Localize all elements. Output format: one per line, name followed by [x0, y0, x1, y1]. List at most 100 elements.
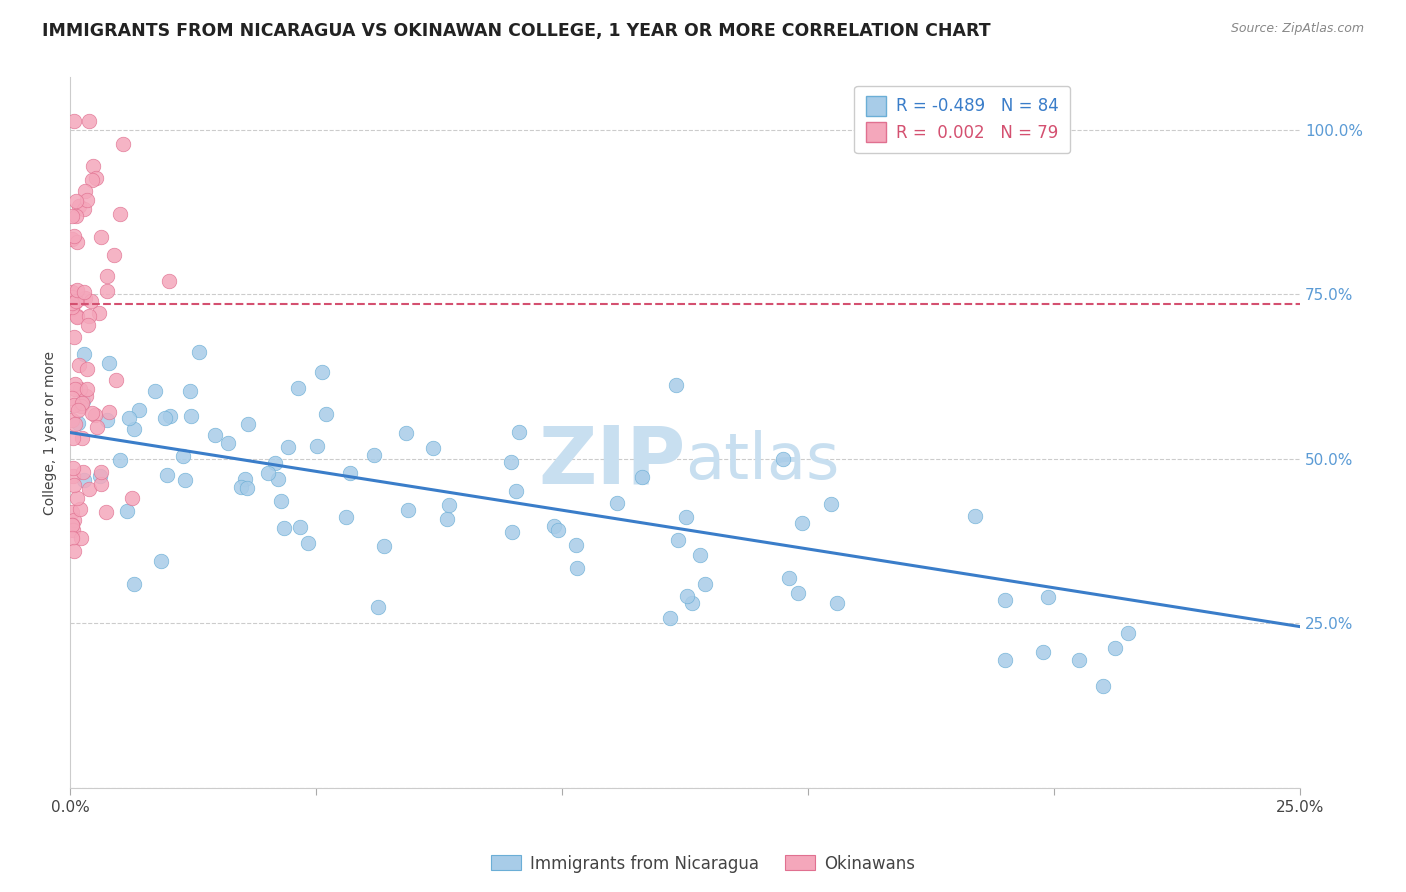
Point [90, 229, 112, 244]
Point [305, 439, 328, 453]
Point [60, 290, 83, 304]
Point [82, 406, 104, 420]
Point [273, 521, 295, 535]
Point [257, 467, 280, 481]
Point [108, 207, 131, 221]
Point [229, 480, 252, 494]
Point [266, 472, 288, 486]
Point [60, 295, 83, 310]
Point [787, 586, 810, 600]
Point [187, 345, 209, 359]
Point [75, 389, 97, 403]
Point [772, 452, 794, 467]
Point [60, 518, 83, 533]
Point [297, 536, 319, 550]
Point [508, 425, 530, 439]
Point [66, 283, 89, 297]
Point [264, 456, 287, 470]
Point [65, 294, 87, 309]
Point [73, 473, 96, 487]
Point [76, 318, 98, 333]
Point [62, 431, 84, 445]
Point [90, 476, 112, 491]
Point [236, 417, 259, 431]
Point [67, 199, 90, 213]
Point [689, 548, 711, 562]
Point [994, 652, 1017, 666]
Point [121, 491, 143, 505]
Point [825, 596, 848, 610]
Point [67, 358, 90, 372]
Point [82, 159, 104, 173]
Point [66, 309, 89, 323]
Point [63, 382, 86, 396]
Point [676, 590, 699, 604]
Text: atlas: atlas [685, 430, 839, 492]
Point [84, 171, 107, 186]
Point [65, 209, 87, 223]
Point [96, 268, 118, 283]
Point [790, 516, 813, 530]
Point [62, 531, 84, 545]
Y-axis label: College, 1 year or more: College, 1 year or more [44, 351, 58, 515]
Text: Source: ZipAtlas.com: Source: ZipAtlas.com [1230, 22, 1364, 36]
Point [72, 394, 94, 409]
Point [63, 544, 86, 558]
Point [665, 378, 688, 392]
Point [69, 382, 91, 396]
Point [60, 517, 83, 532]
Point [157, 274, 180, 288]
Point [363, 448, 385, 462]
Point [60, 301, 83, 316]
Point [156, 467, 179, 482]
Point [681, 595, 703, 609]
Point [180, 409, 202, 423]
Point [62, 468, 84, 483]
Point [288, 520, 311, 534]
Point [547, 524, 569, 538]
Text: IMMIGRANTS FROM NICARAGUA VS OKINAWAN COLLEGE, 1 YEAR OR MORE CORRELATION CHART: IMMIGRANTS FROM NICARAGUA VS OKINAWAN CO… [42, 22, 991, 40]
Point [69, 399, 91, 413]
Point [543, 519, 565, 533]
Point [963, 508, 986, 523]
Point [122, 422, 145, 436]
Point [103, 248, 125, 262]
Point [367, 600, 389, 615]
Point [675, 510, 697, 524]
Point [564, 538, 586, 552]
Point [124, 577, 146, 591]
Point [395, 426, 418, 441]
Point [62, 524, 84, 538]
Point [72, 396, 94, 410]
Point [63, 478, 86, 492]
Point [174, 473, 197, 487]
Point [115, 504, 138, 518]
Point [66, 235, 89, 249]
Point [501, 524, 523, 539]
Legend: Immigrants from Nicaragua, Okinawans: Immigrants from Nicaragua, Okinawans [484, 848, 922, 880]
Point [179, 384, 201, 398]
Point [67, 416, 90, 430]
Point [149, 554, 172, 568]
Point [1032, 645, 1054, 659]
Point [79, 293, 101, 308]
Point [63, 228, 86, 243]
Point [277, 440, 299, 454]
Point [60, 300, 83, 314]
Point [63, 294, 86, 309]
Point [63, 114, 86, 128]
Legend: R = -0.489   N = 84, R =  0.002   N = 79: R = -0.489 N = 84, R = 0.002 N = 79 [855, 86, 1070, 153]
Point [84, 408, 107, 422]
Point [217, 436, 239, 450]
Point [62, 460, 84, 475]
Point [77, 482, 100, 496]
Point [311, 365, 333, 379]
Point [693, 577, 716, 591]
Point [98, 356, 121, 370]
Point [159, 409, 181, 424]
Point [70, 431, 93, 445]
Point [89, 469, 111, 483]
Point [606, 496, 628, 510]
Point [60, 232, 83, 246]
Point [1104, 640, 1126, 655]
